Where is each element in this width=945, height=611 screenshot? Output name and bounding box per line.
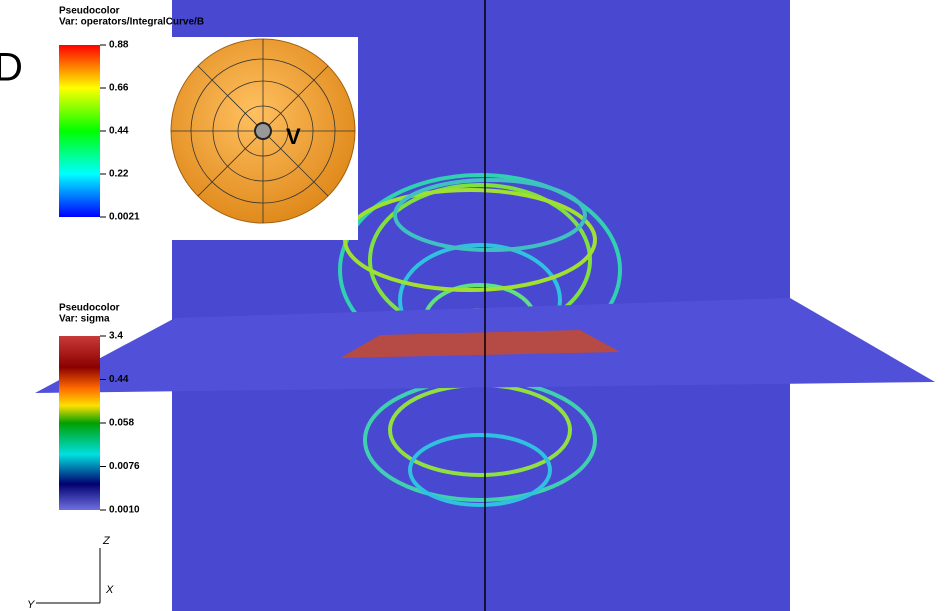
legend-variable: Var: sigma	[59, 314, 110, 325]
legend-tick-label: 0.44	[109, 374, 129, 385]
color-bar	[59, 45, 100, 217]
legend-tick-label: 0.058	[109, 418, 134, 429]
legend-tick-label: 0.0021	[109, 212, 140, 223]
legend-tick-label: 0.22	[109, 169, 129, 180]
legend-tick-label: 3.4	[109, 331, 123, 342]
axis-triad	[36, 548, 101, 604]
legend-tick-label: 0.0076	[109, 461, 140, 472]
legend-tick-label: 0.44	[109, 126, 129, 137]
legend-title: Pseudocolor	[59, 6, 120, 17]
legend-tick-label: 0.88	[109, 40, 129, 51]
legend-tick-label: 0.0010	[109, 505, 140, 516]
view-point	[254, 122, 272, 140]
legend-2: Pseudocolor Var: sigma	[59, 303, 120, 510]
axis-label: Y	[27, 599, 35, 611]
color-bar	[59, 336, 100, 510]
inset-label: V	[286, 124, 301, 149]
axis-label: X	[105, 584, 114, 596]
legend-tick-label: 0.66	[109, 83, 129, 94]
legend-variable: Var: operators/IntegralCurve/B	[59, 17, 204, 28]
legend-1: Pseudocolor Var: operators/IntegralCurve…	[59, 6, 204, 217]
slice-highlight	[340, 330, 620, 358]
legend-title: Pseudocolor	[59, 303, 120, 314]
axis-label: Z	[102, 535, 111, 547]
panel-letter: D	[0, 46, 23, 90]
